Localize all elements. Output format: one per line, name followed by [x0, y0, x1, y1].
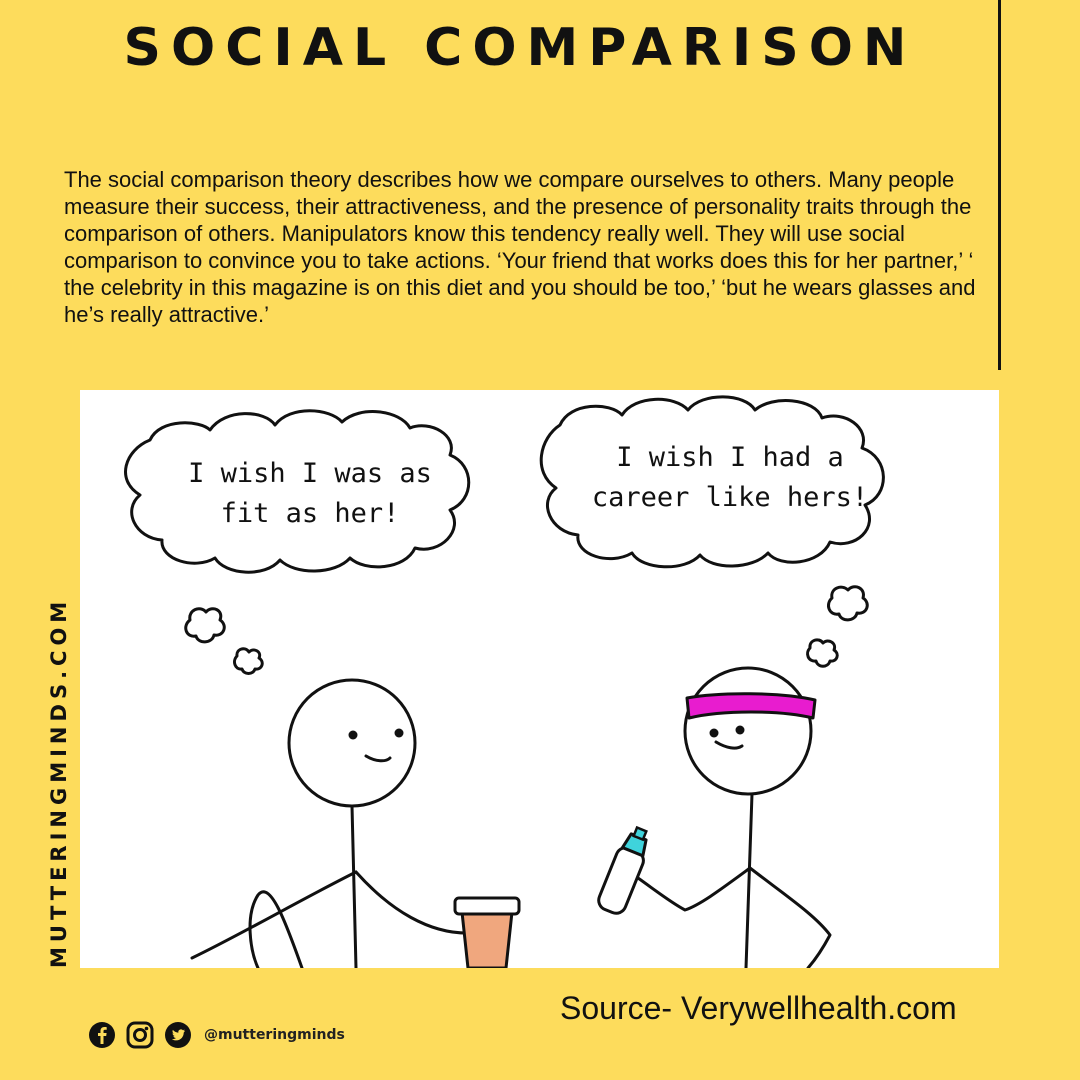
right-figure-body: [744, 792, 754, 968]
right-figure-eye-left: [709, 728, 719, 738]
left-figure-body: [350, 804, 358, 968]
left-figure-arm-right: [354, 870, 474, 935]
left-figure-mouth: [364, 754, 392, 763]
right-figure-arm-left: [636, 866, 752, 912]
instagram-icon[interactable]: [126, 1021, 154, 1049]
left-thought-puff-large: [184, 607, 226, 644]
right-figure-head: [683, 666, 813, 796]
social-links: @mutteringminds: [88, 1020, 345, 1050]
right-thought-bubble: [539, 395, 885, 569]
right-figure-eye-right: [735, 725, 745, 735]
right-figure-arm-right: [748, 866, 832, 968]
left-figure-arm-left: [190, 870, 358, 960]
right-thought-puff-large: [827, 585, 869, 622]
left-thought-bubble: [124, 409, 471, 574]
right-figure-headband: [685, 692, 817, 720]
left-thought-puff-small: [233, 647, 264, 675]
description-paragraph: The social comparison theory describes h…: [64, 167, 976, 327]
website-label: MUTTERINGMINDS.COM: [47, 596, 71, 968]
right-bubble-text: I wish I had a career like hers!: [570, 438, 890, 518]
coffee-cup: [460, 910, 514, 968]
right-figure-mouth: [714, 740, 744, 750]
twitter-icon[interactable]: [164, 1021, 192, 1049]
left-bubble-text: I wish I was as fit as her!: [140, 454, 480, 534]
water-bottle: [597, 825, 648, 915]
comic-drawing: [124, 395, 885, 968]
left-figure-eye-left: [348, 730, 358, 740]
social-handle[interactable]: @mutteringminds: [204, 1027, 345, 1043]
left-figure-leg-curve: [248, 890, 304, 968]
comic-illustration: I wish I was as fit as her! I wish I had…: [80, 390, 999, 968]
left-figure-head: [287, 678, 417, 808]
page-title: SOCIAL COMPARISON: [123, 18, 917, 78]
left-figure-eye-right: [394, 728, 404, 738]
left-bubble-line-2: fit as her!: [220, 498, 400, 529]
left-bubble-line-1: I wish I was as: [188, 458, 432, 489]
source-credit: Source- Verywellhealth.com: [560, 990, 957, 1026]
facebook-icon[interactable]: [88, 1021, 116, 1049]
coffee-cup-lid: [453, 896, 521, 916]
right-bubble-line-1: I wish I had a: [616, 442, 844, 473]
divider-line: [998, 0, 1001, 370]
right-bubble-line-2: career like hers!: [591, 482, 869, 513]
right-thought-puff-small: [806, 638, 839, 668]
